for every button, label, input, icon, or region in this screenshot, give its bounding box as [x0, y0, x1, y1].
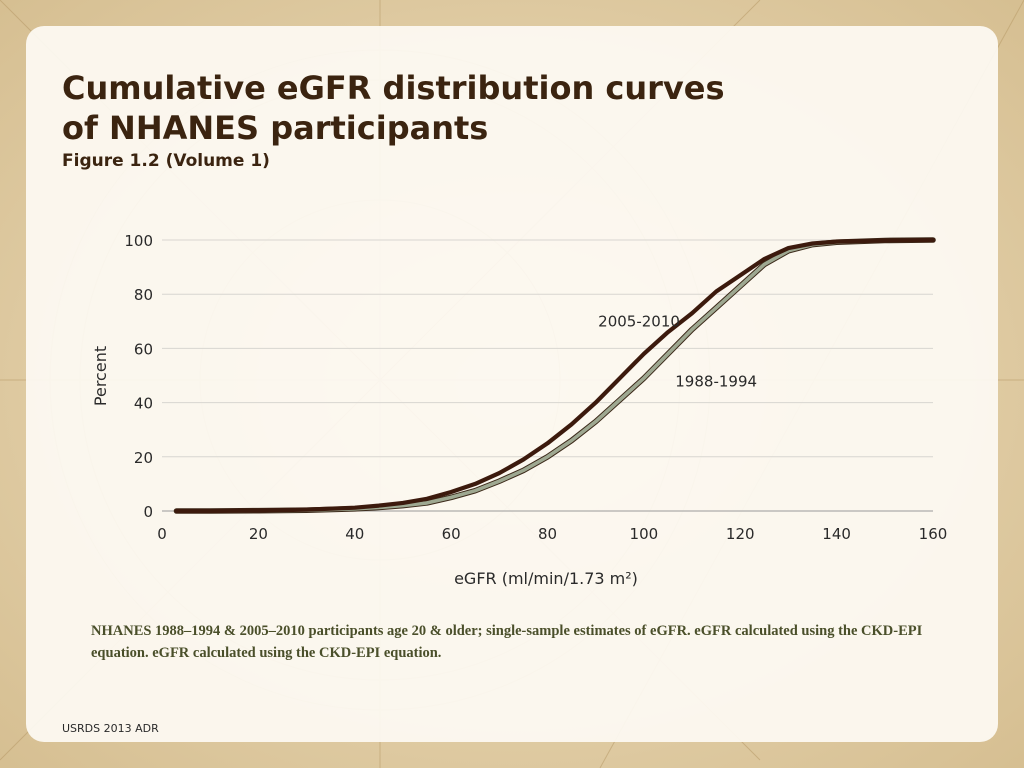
y-axis-label: Percent	[91, 346, 110, 406]
slide-title-line-2: of NHANES participants	[62, 109, 489, 147]
chart-grid	[162, 239, 933, 512]
series-line-1988-1994	[174, 238, 935, 513]
chart-series	[173, 237, 936, 514]
annotation-1988-1994: 1988-1994	[675, 372, 757, 390]
chart-annotations: 2005-2010 1988-1994	[598, 313, 757, 391]
x-tick-label-160: 160	[919, 525, 948, 543]
x-tick-label-0: 0	[157, 525, 167, 543]
y-tick-label-20: 20	[134, 449, 153, 467]
x-axis-label: eGFR (ml/min/1.73 m²)	[454, 569, 638, 588]
annotation-2005-2010: 2005-2010	[598, 313, 680, 331]
figure-subtitle: Figure 1.2 (Volume 1)	[62, 151, 270, 171]
slide-title-line-1: Cumulative eGFR distribution curves	[62, 69, 725, 107]
slide-card	[26, 26, 998, 742]
slide-title: Cumulative eGFR distribution curves of N…	[62, 68, 822, 148]
figure-note: NHANES 1988–1994 & 2005–2010 participant…	[91, 623, 923, 661]
series-line-2005-2010	[174, 237, 936, 514]
x-tick-label-80: 80	[538, 525, 557, 543]
y-tick-label-40: 40	[134, 395, 153, 413]
y-tick-label-60: 60	[134, 340, 153, 358]
x-tick-label-120: 120	[726, 525, 755, 543]
y-tick-label-100: 100	[124, 232, 153, 250]
x-tick-label-60: 60	[442, 525, 461, 543]
x-tick-label-40: 40	[345, 525, 364, 543]
series-outline-1988-1994	[173, 237, 936, 514]
chart-tick-labels: 0 20 40 60 80 100 0 20 40 60 80 100 120 140 160	[124, 232, 947, 543]
source-footer: USRDS 2013 ADR	[62, 722, 159, 735]
x-tick-label-100: 100	[630, 525, 659, 543]
x-tick-label-20: 20	[249, 525, 268, 543]
y-tick-label-0: 0	[143, 503, 153, 521]
y-tick-label-80: 80	[134, 286, 153, 304]
x-tick-label-140: 140	[822, 525, 851, 543]
